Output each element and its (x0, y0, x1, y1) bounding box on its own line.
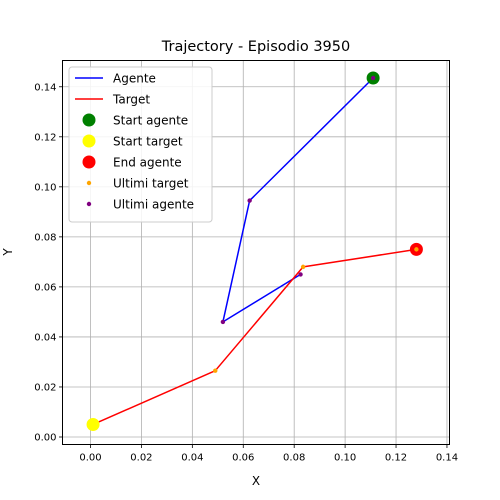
series-line-target (92, 248, 417, 426)
legend-label-start-target: Start target (113, 135, 183, 149)
axis-ticks: 0.00 0.02 0.04 0.06 0.08 0.10 0.12 0.14 0.00 0.02… (34, 82, 458, 463)
legend-label-ultimi-agente: Ultimi agente (113, 198, 194, 212)
legend-swatch-end-agente (82, 155, 96, 169)
marker-ultimi-target (300, 264, 306, 270)
y-tick-label: 0.06 (34, 282, 56, 293)
legend-swatch-start-agente (82, 113, 96, 127)
marker-ultimi-agente (370, 75, 376, 81)
marker-ultimi-agente (220, 319, 226, 325)
y-tick-label: 0.08 (34, 232, 56, 243)
y-axis-label: Y (1, 248, 15, 257)
grid-lines (62, 60, 450, 445)
legend: Agente Target Start agente Start target End … (68, 66, 213, 223)
y-tick-label: 0.12 (34, 132, 56, 143)
x-tick-label: 0.08 (283, 453, 305, 464)
legend-label-end-agente: End agente (113, 156, 182, 170)
x-tick-label: 0.14 (436, 453, 458, 464)
legend-box (68, 66, 213, 223)
x-tick-label: 0.02 (130, 453, 152, 464)
x-tick-label: 0.10 (334, 453, 356, 464)
x-axis-label: X (252, 474, 260, 488)
legend-swatch-start-target (82, 134, 96, 148)
y-tick-label: 0.14 (34, 82, 56, 93)
x-tick-label: 0.06 (232, 453, 254, 464)
marker-ultimi-target (414, 247, 419, 252)
marker-ultimi-agente (298, 272, 303, 277)
legend-swatch-ultimi-agente (86, 201, 92, 207)
y-tick-label: 0.04 (34, 332, 56, 343)
legend-label-ultimi-target: Ultimi target (113, 177, 189, 191)
marker-ultimi-agente (247, 198, 252, 203)
y-tick-label: 0.00 (34, 432, 56, 443)
plot-series (86, 71, 423, 431)
y-tick-label: 0.02 (34, 382, 56, 393)
plot-frame (62, 60, 450, 445)
legend-label-agente: Agente (113, 72, 156, 86)
legend-swatch-ultimi-target (86, 180, 92, 186)
chart-title: Trajectory - Episodio 3950 (161, 39, 350, 55)
marker-ultimi-target (213, 368, 218, 373)
legend-label-start-agente: Start agente (113, 114, 188, 128)
y-tick-label: 0.10 (34, 182, 56, 193)
x-tick-label: 0.00 (79, 453, 101, 464)
marker-start-target (86, 417, 100, 431)
legend-label-target: Target (112, 93, 150, 107)
x-tick-label: 0.04 (181, 453, 203, 464)
series-line-agente (222, 77, 374, 323)
x-tick-label: 0.12 (385, 453, 407, 464)
